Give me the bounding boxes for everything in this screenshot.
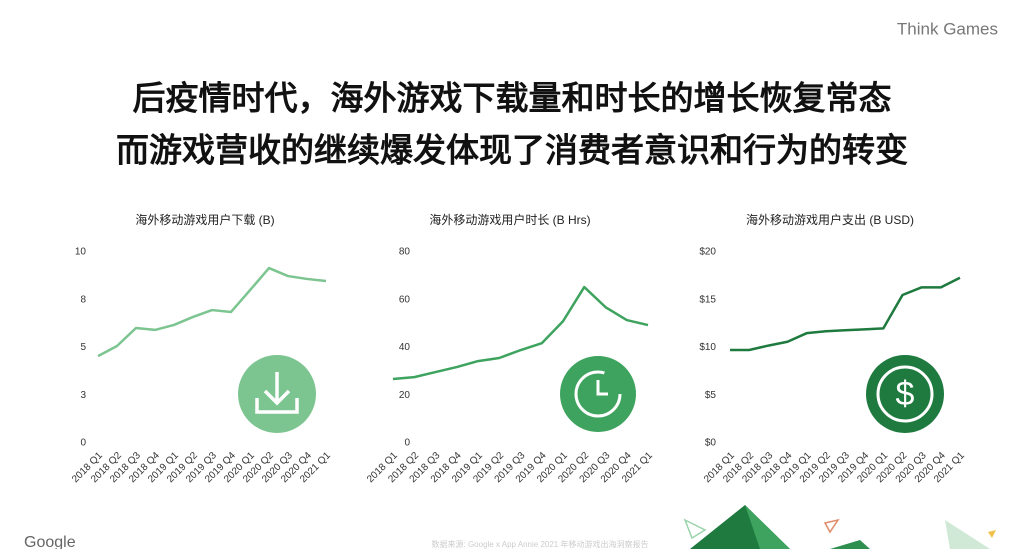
- footer-logo: Google: [24, 534, 76, 549]
- y-tick-label: 8: [80, 294, 86, 305]
- decoration: [683, 505, 996, 549]
- y-tick-label: 20: [399, 390, 411, 401]
- title-line: 而游戏营收的继续爆发体现了消费者意识和行为的转变: [116, 132, 908, 169]
- line: [730, 276, 961, 352]
- dollar-icon: $: [866, 355, 944, 433]
- svg-text:$: $: [896, 375, 915, 413]
- chart-title: 海外移动游戏用户时长 (B Hrs): [429, 212, 590, 227]
- chart-title: 海外移动游戏用户下载 (B): [135, 212, 274, 227]
- y-tick-label: 10: [75, 247, 87, 258]
- y-tick-label: $20: [699, 247, 716, 258]
- source: 数据来源: Google x App Annie 2021 年移动游戏出海洞察报…: [432, 539, 649, 549]
- y-tick-label: $5: [705, 390, 717, 401]
- brand: Think Games: [897, 19, 998, 38]
- y-tick-label: 40: [399, 342, 411, 353]
- y-tick-label: $10: [699, 342, 716, 353]
- line: [392, 285, 649, 381]
- y-tick-label: 0: [80, 438, 86, 449]
- y-tick-label: 5: [80, 342, 86, 353]
- clock-icon: [560, 356, 636, 432]
- download-icon: [238, 355, 316, 433]
- y-tick-label: $0: [705, 438, 717, 449]
- title-line: 后疫情时代，海外游戏下载量和时长的增长恢复常态: [133, 80, 892, 117]
- y-tick-label: 0: [404, 438, 410, 449]
- y-tick-label: 60: [399, 294, 411, 305]
- chart-title: 海外移动游戏用户支出 (B USD): [746, 212, 914, 227]
- y-tick-label: $15: [699, 294, 716, 305]
- line: [97, 266, 327, 358]
- y-tick-label: 80: [399, 247, 411, 258]
- y-tick-label: 3: [80, 390, 86, 401]
